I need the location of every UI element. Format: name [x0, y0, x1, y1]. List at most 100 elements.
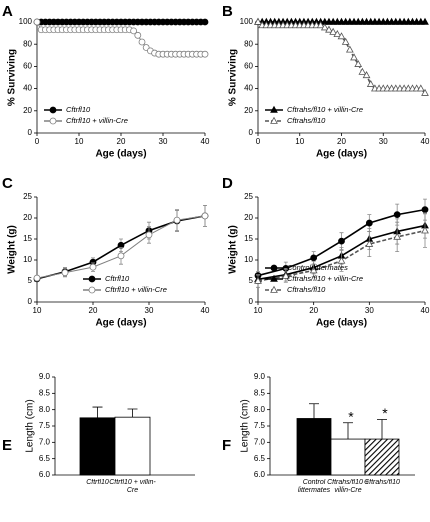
y-tick-label: 9.0	[39, 372, 51, 381]
marker	[421, 226, 429, 234]
legend-marker	[88, 275, 96, 283]
marker	[201, 212, 209, 220]
panel-label: E	[2, 437, 12, 454]
marker	[325, 25, 333, 33]
y-tick-label: 80	[23, 39, 32, 48]
x-axis-title: Age (days)	[316, 149, 367, 160]
marker	[337, 256, 346, 264]
y-tick-label: 6.0	[254, 470, 266, 479]
legend-marker	[88, 286, 96, 294]
error-bar	[127, 408, 138, 418]
legend-marker	[270, 264, 278, 272]
y-tick-label: 0	[28, 297, 33, 306]
x-tick-label: 20	[309, 306, 318, 315]
x-axis-title: Age (days)	[95, 149, 146, 160]
x-tick-label: 40	[421, 306, 430, 315]
y-tick-label: 8.5	[254, 388, 266, 397]
marker	[130, 27, 138, 35]
marker	[145, 231, 153, 239]
x-tick-label-box: Cftrfl10	[86, 479, 109, 486]
marker	[337, 32, 346, 40]
y-tick-label: 40	[244, 84, 253, 93]
marker	[365, 219, 373, 227]
x-tick-label: 40	[201, 306, 210, 315]
legend-marker	[49, 117, 57, 125]
marker	[201, 50, 209, 58]
x-tick-label: 30	[365, 306, 374, 315]
x-tick-label: 20	[89, 306, 98, 315]
annotation: *	[348, 408, 354, 424]
bar	[330, 438, 366, 476]
y-tick-label: 80	[244, 39, 253, 48]
panel-label: C	[2, 175, 13, 192]
y-tick-label: 40	[23, 84, 32, 93]
marker	[254, 17, 262, 25]
y-tick-label: 60	[244, 62, 253, 71]
marker	[310, 254, 318, 262]
legend-marker	[270, 116, 278, 124]
y-tick-label: 6.5	[39, 454, 51, 463]
marker	[362, 71, 371, 79]
x-tick-label: Cftrahs/fl10	[364, 479, 400, 486]
x-tick-label: 30	[159, 137, 168, 146]
x-tick-label: 0	[35, 137, 40, 146]
x-tick-label: 30	[379, 137, 388, 146]
error-bar	[377, 419, 387, 440]
marker	[320, 23, 329, 31]
y-tick-label: 0	[249, 128, 254, 137]
legend-label: Cftrfl10	[66, 105, 91, 114]
marker	[61, 269, 69, 277]
marker	[421, 17, 429, 25]
legend-marker	[49, 106, 57, 114]
x-tick-label: 30	[145, 306, 154, 315]
marker	[345, 45, 354, 53]
error-bar	[92, 406, 103, 418]
marker	[281, 271, 290, 279]
y-tick-label: 15	[244, 234, 253, 243]
y-tick-label: 20	[244, 213, 253, 222]
marker	[117, 252, 125, 260]
x-tick-label: Cftrahs/fl10 + villin-Cre	[327, 479, 369, 494]
x-tick-label-box: Cftrfl10 + villin-Cre	[109, 479, 155, 494]
y-tick-label: 5	[28, 276, 33, 285]
y-tick-label: 15	[23, 234, 32, 243]
legend-label: Cftrfl10 + villin-Cre	[66, 116, 128, 125]
error-bar	[343, 422, 353, 440]
y-tick-label: 100	[240, 17, 254, 26]
y-axis-title: Length (cm)	[240, 399, 251, 452]
y-axis-title: Length (cm)	[25, 399, 36, 452]
bar	[364, 438, 400, 476]
legend-label: Cftrahs/fl10	[287, 116, 326, 125]
x-tick-label: 40	[421, 137, 430, 146]
marker	[350, 53, 358, 61]
marker	[329, 27, 338, 35]
panel-label: D	[222, 175, 233, 192]
x-tick-label: 10	[295, 137, 304, 146]
y-tick-label: 7.0	[39, 437, 51, 446]
y-axis-title: % Surviving	[7, 49, 18, 106]
marker	[201, 18, 209, 26]
marker	[421, 88, 429, 96]
marker	[338, 237, 345, 245]
y-tick-label: 7.5	[254, 421, 266, 430]
annotation: *	[382, 405, 388, 421]
marker	[89, 263, 97, 271]
y-tick-label: 6.5	[254, 454, 266, 463]
marker	[33, 274, 41, 282]
marker	[366, 79, 375, 87]
y-axis-title: % Surviving	[228, 49, 239, 106]
y-tick-label: 20	[23, 213, 32, 222]
marker	[134, 31, 142, 39]
marker	[358, 67, 367, 75]
x-tick-label: 40	[201, 137, 210, 146]
y-tick-label: 8.0	[39, 405, 51, 414]
x-tick-label: 20	[337, 137, 346, 146]
y-tick-label: 7.5	[39, 421, 51, 430]
panel-label: A	[2, 3, 13, 20]
error-bar	[309, 403, 319, 419]
y-tick-label: 60	[23, 62, 32, 71]
y-tick-label: 7.0	[254, 437, 266, 446]
marker	[416, 84, 425, 92]
legend-marker	[270, 274, 278, 282]
x-tick-label: 10	[75, 137, 84, 146]
